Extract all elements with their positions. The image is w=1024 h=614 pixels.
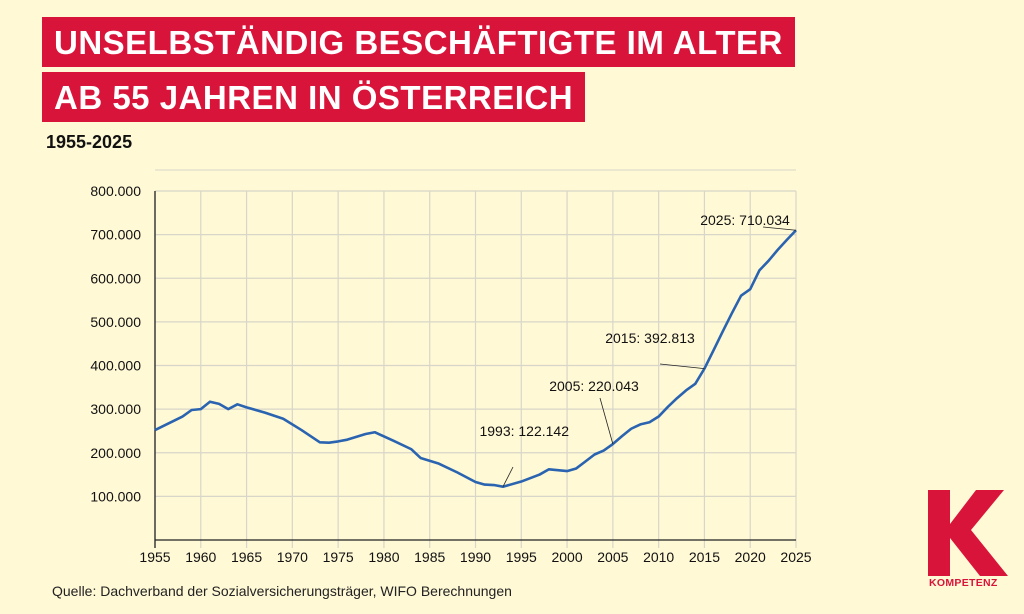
subtitle: 1955-2025	[46, 132, 133, 152]
source-note: Quelle: Dachverband der Sozialversicheru…	[52, 583, 512, 599]
series-line	[154, 229, 797, 489]
y-tick-label: 300.000	[90, 401, 141, 417]
y-tick-label: 800.000	[90, 183, 141, 199]
annotation-label: 1993: 122.142	[479, 423, 569, 439]
x-tick-label: 1965	[231, 549, 262, 565]
x-tick-label: 1960	[185, 549, 216, 565]
x-tick-label: 2020	[735, 549, 766, 565]
annotation-leader	[502, 466, 514, 487]
x-tick-label: 2015	[689, 549, 720, 565]
annotation-label: 2015: 392.813	[605, 330, 695, 346]
y-tick-label: 700.000	[90, 227, 141, 243]
x-tick-label: 1975	[323, 549, 354, 565]
x-tick-label: 1995	[506, 549, 537, 565]
title-line-2: AB 55 JAHREN IN ÖSTERREICH	[42, 72, 586, 122]
y-tick-label: 200.000	[90, 445, 141, 461]
annotation-leader	[762, 226, 797, 231]
y-tick-label: 600.000	[90, 270, 141, 286]
x-tick-label: 1980	[368, 549, 399, 565]
x-tick-label: 1970	[277, 549, 308, 565]
annotation-leader	[659, 363, 705, 370]
y-tick-label: 100.000	[90, 488, 141, 504]
x-tick-label: 2025	[780, 549, 811, 565]
logo-text: KOMPETENZ	[929, 577, 998, 589]
title-line-1: UNSELBSTÄNDIG BESCHÄFTIGTE IM ALTER	[42, 17, 795, 67]
y-tick-label: 400.000	[90, 358, 141, 374]
x-tick-label: 1985	[414, 549, 445, 565]
x-tick-label: 2005	[597, 549, 628, 565]
annotation-label: 2025: 710.034	[700, 212, 790, 228]
kompetenz-logo	[928, 490, 1008, 576]
annotation-label: 2005: 220.043	[549, 378, 639, 394]
x-tick-label: 1955	[139, 549, 170, 565]
x-tick-label: 1990	[460, 549, 491, 565]
annotation-leader	[599, 397, 614, 445]
y-tick-label: 500.000	[90, 314, 141, 330]
x-tick-label: 2010	[643, 549, 674, 565]
x-tick-label: 2000	[551, 549, 582, 565]
